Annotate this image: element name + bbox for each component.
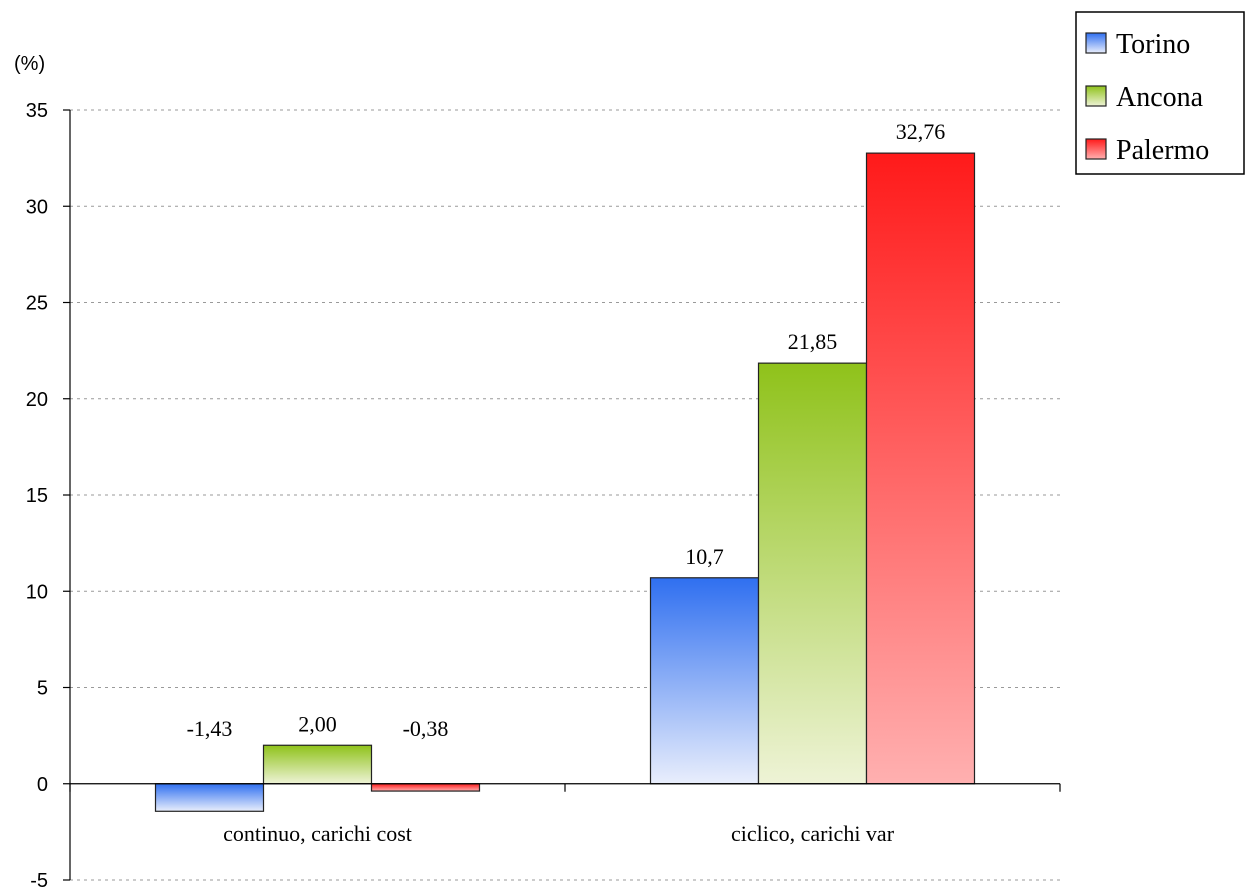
data-label: 10,7 (685, 544, 724, 569)
legend: Torino Ancona Palermo (1075, 11, 1245, 175)
data-label: -0,38 (403, 716, 449, 741)
y-tick-label: 0 (37, 774, 48, 796)
y-tick-label: 25 (26, 293, 48, 315)
data-label: 32,76 (896, 119, 946, 144)
y-tick-label: 35 (26, 100, 48, 122)
y-tick-label: 15 (26, 485, 48, 507)
y-axis-ticks: -5 0 5 10 15 20 25 30 35 (26, 100, 70, 892)
bars (154, 152, 976, 812)
data-labels: -1,43 2,00 -0,38 10,7 21,85 32,76 (187, 119, 946, 741)
y-tick-label: 10 (26, 581, 48, 603)
legend-label: Palermo (1116, 135, 1209, 166)
bar-torino (649, 577, 760, 785)
bar-ancona (757, 362, 868, 785)
bar-torino (154, 783, 265, 812)
y-axis-unit-label: (%) (14, 53, 45, 75)
bar-palermo (370, 783, 481, 792)
data-label: -1,43 (187, 716, 233, 741)
bar-palermo (865, 152, 976, 785)
legend-swatch-palermo (1085, 138, 1107, 160)
axes (69, 110, 1061, 880)
category-label: ciclico, carichi var (731, 821, 895, 846)
y-tick-label: 30 (26, 196, 48, 218)
legend-swatch-ancona (1085, 85, 1107, 107)
y-tick-label: -5 (30, 870, 48, 892)
category-label: continuo, carichi cost (223, 821, 412, 846)
y-tick-label: 5 (37, 678, 48, 700)
legend-swatch-torino (1085, 32, 1107, 54)
data-label: 21,85 (788, 329, 838, 354)
bar-ancona (262, 744, 373, 785)
legend-label: Ancona (1116, 82, 1204, 113)
legend-label: Torino (1116, 29, 1190, 60)
y-tick-label: 20 (26, 389, 48, 411)
category-labels: continuo, carichi cost ciclico, carichi v… (223, 821, 895, 846)
data-label: 2,00 (298, 711, 337, 736)
